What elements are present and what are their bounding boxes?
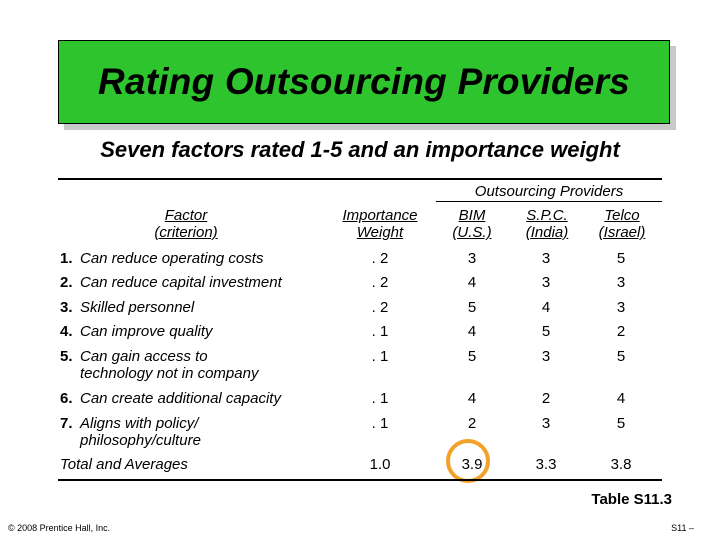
row-bim-score: 2 — [467, 415, 477, 432]
row-spc-score: 2 — [541, 390, 551, 407]
total-label: Total and Averages — [60, 456, 188, 473]
row-factor: Can reduce capital investment — [80, 274, 282, 291]
row-spc-score: 3 — [541, 415, 551, 432]
row-number: 1. — [60, 250, 73, 267]
row-bim-score: 5 — [467, 348, 477, 365]
row-telco-score: 3 — [616, 299, 626, 316]
row-factor-line2: technology not in company — [80, 365, 259, 382]
page-title: Rating Outsourcing Providers — [98, 61, 630, 102]
providers-group-header: Outsourcing Providers — [474, 183, 624, 200]
total-telco: 3.8 — [610, 456, 632, 473]
header-telco-line1: Telco — [604, 207, 640, 224]
header-bim-line1: BIM — [458, 207, 486, 224]
row-number: 6. — [60, 390, 73, 407]
row-spc-score: 4 — [541, 299, 551, 316]
copyright-footer: © 2008 Prentice Hall, Inc. — [8, 523, 111, 533]
row-importance: . 1 — [371, 390, 389, 407]
header-factor-line1: Factor — [164, 207, 208, 224]
row-bim-score: 4 — [467, 390, 477, 407]
row-factor: Aligns with policy/ philosophy/culture — [80, 415, 330, 449]
row-spc-score: 3 — [541, 274, 551, 291]
header-factor: Factor (criterion) — [86, 207, 286, 241]
row-number: 3. — [60, 299, 73, 316]
row-number: 4. — [60, 323, 73, 340]
row-factor: Can reduce operating costs — [80, 250, 264, 267]
row-bim-score: 4 — [467, 274, 477, 291]
row-importance: . 1 — [371, 348, 389, 365]
total-importance: 1.0 — [369, 456, 391, 473]
row-bim-score: 4 — [467, 323, 477, 340]
row-factor: Can improve quality — [80, 323, 213, 340]
header-spc-line1: S.P.C. — [526, 207, 568, 224]
total-spc: 3.3 — [535, 456, 557, 473]
row-importance: . 2 — [371, 250, 389, 267]
row-factor: Can gain access to technology not in com… — [80, 348, 330, 382]
row-factor: Skilled personnel — [80, 299, 195, 316]
row-spc-score: 3 — [541, 250, 551, 267]
row-number: 2. — [60, 274, 73, 291]
subtitle: Seven factors rated 1-5 and an importanc… — [100, 137, 620, 162]
row-factor: Can create additional capacity — [80, 390, 281, 407]
header-importance-line1: Importance — [342, 207, 418, 224]
title-banner: Rating Outsourcing Providers — [58, 40, 670, 124]
row-importance: . 2 — [371, 299, 389, 316]
table-caption: Table S11.3 — [591, 491, 672, 508]
row-telco-score: 4 — [616, 390, 626, 407]
row-telco-score: 3 — [616, 274, 626, 291]
header-importance-line2: Weight — [356, 224, 404, 241]
header-factor-line2: (criterion) — [154, 224, 218, 241]
header-spc-line2: (India) — [525, 224, 569, 241]
row-telco-score: 2 — [616, 323, 626, 340]
row-bim-score: 3 — [467, 250, 477, 267]
table-top-rule — [58, 178, 662, 180]
row-telco-score: 5 — [616, 250, 626, 267]
row-number: 5. — [60, 348, 73, 365]
header-telco-line2: (Israel) — [598, 224, 646, 241]
row-factor-line1: Can gain access to — [80, 348, 208, 365]
row-number: 7. — [60, 415, 73, 432]
header-provider-telco: Telco (Israel) — [586, 207, 658, 241]
highlight-circle — [446, 439, 490, 483]
row-importance: . 1 — [371, 415, 389, 432]
row-importance: . 1 — [371, 323, 389, 340]
row-spc-score: 5 — [541, 323, 551, 340]
header-provider-spc: S.P.C. (India) — [512, 207, 582, 241]
table-bottom-rule — [58, 479, 662, 481]
row-spc-score: 3 — [541, 348, 551, 365]
row-bim-score: 5 — [467, 299, 477, 316]
row-factor-line1: Aligns with policy/ — [80, 415, 199, 432]
slide-number: S11 – — [671, 523, 694, 533]
header-bim-line2: (U.S.) — [452, 224, 492, 241]
header-importance: Importance Weight — [320, 207, 440, 241]
header-provider-bim: BIM (U.S.) — [440, 207, 504, 241]
row-importance: . 2 — [371, 274, 389, 291]
row-factor-line2: philosophy/culture — [80, 432, 201, 449]
providers-header-rule — [436, 201, 662, 202]
row-telco-score: 5 — [616, 348, 626, 365]
row-telco-score: 5 — [616, 415, 626, 432]
